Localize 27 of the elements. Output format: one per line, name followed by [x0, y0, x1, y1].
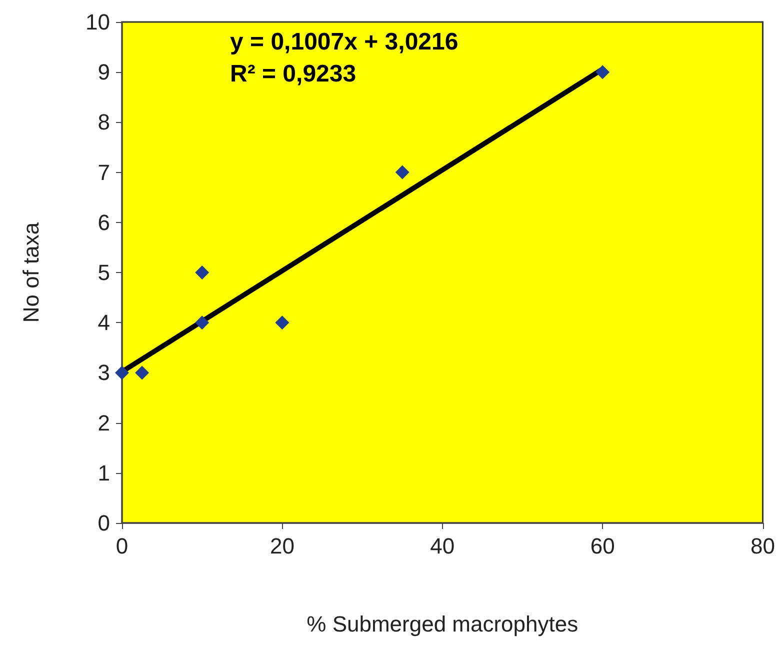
point — [115, 366, 129, 380]
x-tick-label: 20 — [270, 534, 294, 558]
y-tick-label: 10 — [86, 10, 110, 34]
y-tick-label: 2 — [98, 410, 110, 436]
point — [195, 316, 210, 330]
x-tick-label: 80 — [750, 534, 776, 558]
y-tick-label: 4 — [98, 310, 110, 336]
y-tick-label: 9 — [98, 60, 110, 85]
point — [596, 65, 610, 80]
annotation: R² = 0,9233 — [230, 60, 356, 88]
y-axis-title: No of taxa — [18, 222, 44, 323]
x-tick-label: 0 — [116, 534, 128, 558]
point — [195, 266, 210, 280]
y-tick-label: 0 — [98, 510, 110, 536]
point — [275, 316, 290, 330]
x-tick-label: 60 — [590, 534, 615, 558]
x-axis-title: % Submerged macrophytes — [306, 612, 578, 636]
y-tick-label: 8 — [98, 110, 110, 135]
y-tick-label: 5 — [98, 260, 110, 285]
y-tick-label: 6 — [98, 210, 110, 235]
y-tick-label: 1 — [98, 460, 110, 486]
annotation: y = 0,1007x + 3,0216 — [230, 28, 458, 56]
x-tick-label: 40 — [430, 534, 455, 558]
y-tick-label: 3 — [98, 360, 110, 386]
point — [395, 165, 410, 180]
y-tick-label: 7 — [98, 160, 110, 185]
point — [135, 366, 150, 380]
